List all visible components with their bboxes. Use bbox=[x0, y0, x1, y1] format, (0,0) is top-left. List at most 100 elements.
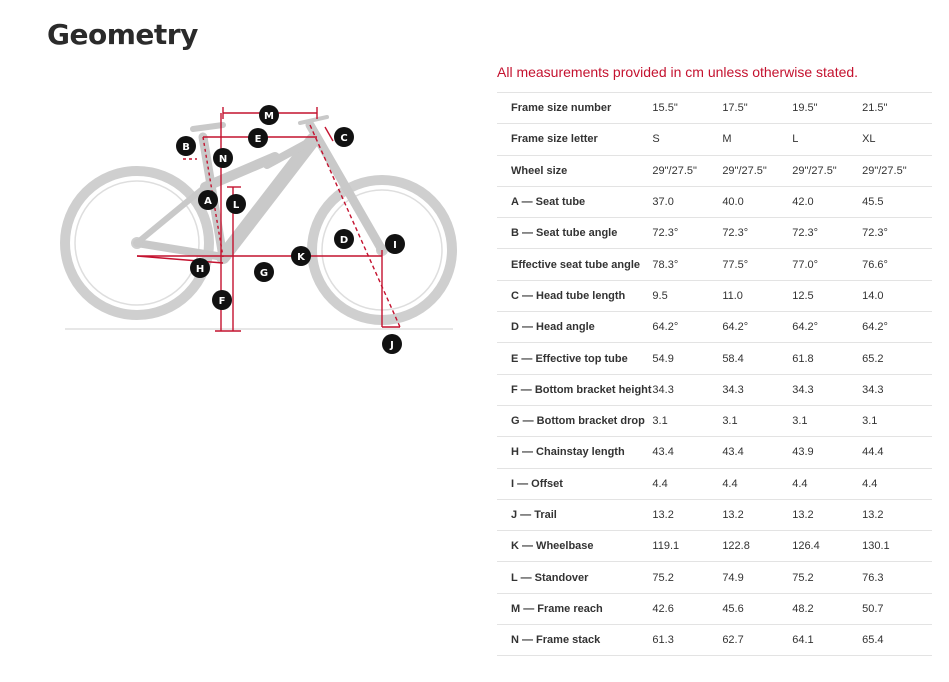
table-cell: 15.5" bbox=[652, 91, 723, 124]
row-label: A — Seat tube bbox=[497, 185, 653, 218]
units-note: All measurements provided in cm unless o… bbox=[497, 64, 859, 80]
row-label: C — Head tube length bbox=[497, 279, 653, 312]
table-row: H — Chainstay length 43.4 43.4 43.9 44.4 bbox=[497, 436, 932, 469]
table-cell: M bbox=[722, 123, 793, 156]
table-cell: 14.0 bbox=[862, 279, 932, 312]
svg-text:E: E bbox=[255, 134, 262, 145]
svg-text:N: N bbox=[219, 154, 227, 165]
table-cell: 78.3° bbox=[652, 248, 723, 281]
row-label: H — Chainstay length bbox=[497, 436, 653, 469]
table-row: K — Wheelbase 119.1 122.8 126.4 130.1 bbox=[497, 530, 932, 562]
table-cell: 72.3° bbox=[792, 217, 863, 249]
table-cell: 40.0 bbox=[722, 185, 793, 218]
table-cell: 34.3 bbox=[652, 373, 723, 406]
table-cell: 54.9 bbox=[652, 342, 723, 375]
row-label: L — Standover bbox=[497, 561, 653, 594]
table-row: Frame size number 15.5" 17.5" 19.5" 21.5" bbox=[497, 91, 932, 124]
table-cell: 37.0 bbox=[652, 185, 723, 218]
svg-text:F: F bbox=[219, 296, 226, 307]
table-row: N — Frame stack 61.3 62.7 64.1 65.4 bbox=[497, 624, 932, 657]
svg-text:M: M bbox=[264, 111, 274, 122]
svg-text:K: K bbox=[297, 252, 306, 263]
table-row: Frame size letter S M L XL bbox=[497, 123, 932, 156]
table-row: J — Trail 13.2 13.2 13.2 13.2 bbox=[497, 498, 932, 531]
table-cell: 43.4 bbox=[722, 436, 793, 469]
table-cell: 58.4 bbox=[722, 342, 793, 375]
table-cell: 4.4 bbox=[652, 467, 723, 500]
svg-text:B: B bbox=[182, 142, 190, 153]
table-cell: 3.1 bbox=[862, 404, 932, 437]
table-row: A — Seat tube 37.0 40.0 42.0 45.5 bbox=[497, 185, 932, 218]
table-cell: 43.4 bbox=[652, 436, 723, 469]
table-cell: 13.2 bbox=[652, 498, 723, 531]
table-cell: 42.0 bbox=[792, 185, 863, 218]
table-row: G — Bottom bracket drop 3.1 3.1 3.1 3.1 bbox=[497, 404, 932, 437]
svg-text:J: J bbox=[389, 340, 394, 351]
row-label: Frame size letter bbox=[497, 123, 653, 156]
table-cell: 4.4 bbox=[722, 467, 793, 500]
row-label: K — Wheelbase bbox=[497, 530, 653, 562]
row-label: B — Seat tube angle bbox=[497, 217, 653, 249]
table-cell: 61.8 bbox=[792, 342, 863, 375]
svg-text:G: G bbox=[260, 268, 268, 279]
table-row: C — Head tube length 9.5 11.0 12.5 14.0 bbox=[497, 279, 932, 312]
table-cell: 44.4 bbox=[862, 436, 932, 469]
table-cell: 3.1 bbox=[792, 404, 863, 437]
row-label: Effective seat tube angle bbox=[497, 248, 653, 281]
table-row: B — Seat tube angle 72.3° 72.3° 72.3° 72.3° bbox=[497, 217, 932, 249]
table-cell: 72.3° bbox=[722, 217, 793, 249]
table-cell: 34.3 bbox=[862, 373, 932, 406]
row-label: E — Effective top tube bbox=[497, 342, 653, 375]
table-cell: 122.8 bbox=[722, 530, 793, 562]
table-cell: 62.7 bbox=[722, 624, 793, 657]
bike-geometry-diagram: M E C B N A L D I K H G F J bbox=[55, 95, 475, 365]
table-row: L — Standover 75.2 74.9 75.2 76.3 bbox=[497, 561, 932, 594]
table-cell: 50.7 bbox=[862, 592, 932, 625]
table-cell: 29"/27.5" bbox=[862, 154, 932, 187]
table-cell: 3.1 bbox=[652, 404, 723, 437]
table-row: E — Effective top tube 54.9 58.4 61.8 65.2 bbox=[497, 342, 932, 375]
table-cell: 76.3 bbox=[862, 561, 932, 594]
table-cell: 42.6 bbox=[652, 592, 723, 625]
table-row: Wheel size 29"/27.5" 29"/27.5" 29"/27.5" 29"… bbox=[497, 154, 932, 187]
table-row: M — Frame reach 42.6 45.6 48.2 50.7 bbox=[497, 592, 932, 625]
row-label: G — Bottom bracket drop bbox=[497, 404, 653, 437]
table-cell: 130.1 bbox=[862, 530, 932, 562]
table-cell: 13.2 bbox=[722, 498, 793, 531]
label-badges: M E C B N A L D I K H G F J bbox=[176, 105, 405, 354]
table-cell: 75.2 bbox=[792, 561, 863, 594]
table-cell: 76.6° bbox=[862, 248, 932, 281]
page-title: Geometry bbox=[47, 18, 198, 51]
table-cell: 64.2° bbox=[862, 311, 932, 343]
row-label: Wheel size bbox=[497, 154, 653, 187]
row-label: M — Frame reach bbox=[497, 592, 653, 625]
table-cell: 43.9 bbox=[792, 436, 863, 469]
table-cell: 34.3 bbox=[722, 373, 793, 406]
table-cell: 64.2° bbox=[722, 311, 793, 343]
table-cell: 72.3° bbox=[652, 217, 723, 249]
table-row: F — Bottom bracket height 34.3 34.3 34.3 34.… bbox=[497, 373, 932, 406]
table-cell: XL bbox=[862, 123, 932, 156]
table-cell: 4.4 bbox=[862, 467, 932, 500]
table-cell: 77.0° bbox=[792, 248, 863, 281]
table-cell: 64.2° bbox=[652, 311, 723, 343]
table-cell: 21.5" bbox=[862, 91, 932, 124]
table-cell: 13.2 bbox=[862, 498, 932, 531]
table-cell: L bbox=[792, 123, 863, 156]
svg-text:C: C bbox=[340, 133, 347, 144]
svg-text:I: I bbox=[393, 240, 397, 251]
table-cell: 13.2 bbox=[792, 498, 863, 531]
table-row: D — Head angle 64.2° 64.2° 64.2° 64.2° bbox=[497, 311, 932, 343]
table-cell: 65.2 bbox=[862, 342, 932, 375]
table-cell: 45.6 bbox=[722, 592, 793, 625]
row-label: D — Head angle bbox=[497, 311, 653, 343]
row-label: Frame size number bbox=[497, 91, 653, 124]
table-cell: 9.5 bbox=[652, 279, 723, 312]
svg-text:D: D bbox=[340, 235, 348, 246]
table-cell: 119.1 bbox=[652, 530, 723, 562]
table-row: I — Offset 4.4 4.4 4.4 4.4 bbox=[497, 467, 932, 500]
table-cell: 72.3° bbox=[862, 217, 932, 249]
table-cell: S bbox=[652, 123, 723, 156]
table-cell: 29"/27.5" bbox=[652, 154, 723, 187]
table-cell: 3.1 bbox=[722, 404, 793, 437]
